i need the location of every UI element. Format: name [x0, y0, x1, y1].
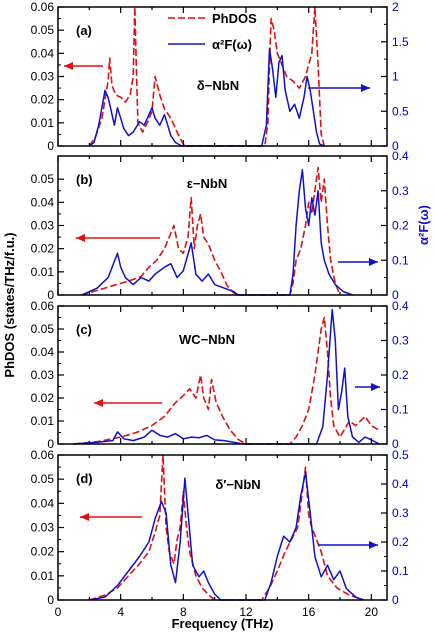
- arrow-to-left-axis: [94, 399, 162, 407]
- arrow-to-left-axis: [80, 513, 142, 521]
- y-tick-label-left: 0: [47, 288, 54, 302]
- y-tick-label-right: 0.4: [392, 299, 409, 313]
- y-tick-label-left: 0.03: [31, 521, 55, 535]
- plot-frame: [57, 6, 388, 147]
- material-label: ε−NbN: [187, 176, 227, 191]
- y-tick-label-left: 0.01: [31, 116, 55, 130]
- phdos-line: [81, 166, 341, 296]
- y-tick-label-left: 0.03: [31, 368, 55, 382]
- arrow-head: [80, 513, 89, 521]
- y-tick-label-left: 0.03: [31, 70, 55, 84]
- y-tick-label-left: 0.05: [31, 472, 55, 486]
- y-tick-label-left: 0.04: [31, 345, 55, 359]
- y-tick-label-left: 0.06: [31, 448, 55, 462]
- y-tick-label-right: 0: [392, 593, 399, 607]
- arrow-head: [64, 62, 73, 70]
- panel-d: 0 0.01 0.02 0.03 0.04 0.05 0.06 0 0.1 0.2 0.3 0.4 0.…: [31, 448, 409, 607]
- y-tick-label-left: 0.01: [31, 265, 55, 279]
- phdos-line: [73, 316, 380, 445]
- y-tick-label-right: 0.4: [392, 149, 409, 163]
- y-tick-label-right: 0.1: [392, 253, 409, 267]
- arrow-head: [361, 84, 370, 92]
- y-tick-label-left: 0.06: [31, 0, 55, 14]
- panel-b: 0 0.01 0.02 0.03 0.04 0.05 0 0.1 0.2 0.3 0.4 (b) ε−N…: [31, 149, 409, 302]
- material-label: δ′−NbN: [215, 477, 260, 492]
- x-tick-label: 8: [180, 605, 187, 619]
- arrow-head: [94, 399, 103, 407]
- y-tick-label-right: 0: [392, 437, 399, 451]
- material-label: δ−NbN: [197, 78, 239, 93]
- y-tick-label-left: 0.06: [31, 299, 55, 313]
- phdos-line: [88, 6, 326, 147]
- arrow-to-right-axis: [308, 84, 370, 92]
- y-tick-label-left: 0.05: [31, 23, 55, 37]
- arrow-to-left-axis: [76, 234, 160, 242]
- y-tick-label-right: 2: [392, 0, 399, 14]
- arrow-to-right-axis: [318, 541, 378, 549]
- a2f-line: [88, 47, 325, 147]
- y-tick-label-left: 0.02: [31, 242, 55, 256]
- x-tick-label: 20: [365, 605, 379, 619]
- legend: PhDOS α²F(ω): [168, 11, 257, 52]
- a2f-line: [81, 169, 353, 296]
- y-tick-label-right: 1.5: [392, 35, 409, 49]
- panel-label: (b): [76, 172, 93, 187]
- y-tick-label-right: 0.4: [392, 477, 409, 491]
- y-tick-label-left: 0.02: [31, 391, 55, 405]
- arrow-to-right-axis: [355, 383, 380, 391]
- y-tick-label-right: 0.5: [392, 104, 409, 118]
- y-tick-label-left: 0.04: [31, 496, 55, 510]
- y-tick-label-left: 0: [47, 593, 54, 607]
- y-tick-label-left: 0.04: [31, 195, 55, 209]
- a2f-line: [73, 308, 380, 445]
- y-tick-label-right: 0.2: [392, 219, 409, 233]
- legend-phdos-label: PhDOS: [212, 11, 257, 26]
- y-tick-label-right: 0.1: [392, 403, 409, 417]
- y-axis-title-left: PhDOS (states/THz/f.u.): [2, 232, 17, 377]
- legend-a2f-label: α²F(ω): [212, 37, 252, 52]
- y-tick-label-left: 0.01: [31, 414, 55, 428]
- y-tick-label-right: 1: [392, 70, 399, 84]
- arrow-head: [76, 234, 85, 242]
- material-label: WC−NbN: [179, 332, 235, 347]
- arrow-head: [369, 541, 378, 549]
- y-tick-label-right: 0.5: [392, 448, 409, 462]
- panel-label: (c): [76, 322, 92, 337]
- y-tick-label-right: 0.3: [392, 334, 409, 348]
- y-tick-label-right: 0: [392, 139, 399, 153]
- arrow-head: [371, 383, 380, 391]
- panel-c: 0 0.01 0.02 0.03 0.04 0.05 0.06 0 0.1 0.2 0.3 0.4 (c…: [31, 299, 409, 451]
- x-tick-label: 0: [55, 605, 62, 619]
- y-tick-label-right: 0.3: [392, 506, 409, 520]
- y-axis-title-right: α²F(ω): [416, 205, 431, 245]
- panel-a: 0 0.01 0.02 0.03 0.04 0.05 0.06 0 0.5 1 1.5 2 (a) δ−N…: [31, 0, 409, 153]
- y-tick-label-left: 0: [47, 437, 54, 451]
- arrow-to-left-axis: [64, 62, 103, 70]
- panel-label: (a): [76, 23, 92, 38]
- y-tick-label-right: 0.2: [392, 368, 409, 382]
- y-tick-label-right: 0.2: [392, 535, 409, 549]
- x-tick-label: 12: [239, 605, 253, 619]
- y-tick-label-left: 0: [47, 139, 54, 153]
- x-tick-label: 4: [117, 605, 124, 619]
- arrow-head: [369, 258, 378, 266]
- x-tick-label: 16: [302, 605, 316, 619]
- y-tick-label-left: 0.05: [31, 172, 55, 186]
- panel-label: (d): [76, 471, 93, 486]
- y-tick-label-left: 0.02: [31, 545, 55, 559]
- y-tick-label-left: 0.04: [31, 46, 55, 60]
- y-tick-label-left: 0.01: [31, 569, 55, 583]
- y-tick-label-right: 0: [392, 288, 399, 302]
- x-axis-title: Frequency (THz): [172, 616, 274, 631]
- a2f-line: [89, 471, 364, 601]
- y-tick-label-left: 0.02: [31, 93, 55, 107]
- y-tick-label-right: 0.1: [392, 564, 409, 578]
- y-tick-label-right: 0.3: [392, 184, 409, 198]
- plot-frame: [57, 305, 388, 445]
- y-tick-label-left: 0.05: [31, 322, 55, 336]
- arrow-to-right-axis: [338, 258, 378, 266]
- y-tick-label-left: 0.03: [31, 219, 55, 233]
